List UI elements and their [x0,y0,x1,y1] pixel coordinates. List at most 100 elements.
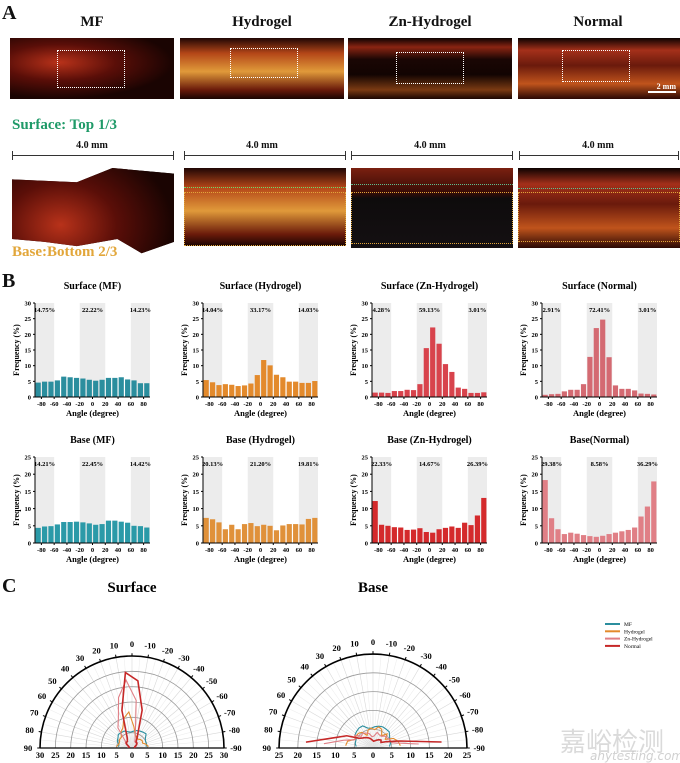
x-tick-label: 40 [283,401,290,408]
angle-tick-label: -50 [206,676,217,686]
x-tick-label: -40 [570,401,579,408]
radial-gridline [284,715,374,749]
micrograph-mf-overview [10,38,174,99]
y-tick-label: 15 [362,489,369,496]
region-percent-label: 2.91% [543,307,561,314]
region-percent-label: 14.04% [202,307,223,314]
region-percent-label: 29.38% [541,461,562,468]
x-tick-label: -20 [582,547,591,554]
x-tick-label: -40 [63,547,72,554]
radius-tick-label: 15 [174,750,183,760]
column-title-hydrogel: Hydrogel [232,14,292,30]
histogram-bar [612,532,619,543]
radial-gridline [372,723,464,749]
x-tick-label: 0 [598,547,601,554]
histogram-bar [555,393,561,397]
histogram-bar [93,524,99,543]
histogram-bar [561,391,567,397]
x-tick-label: 0 [259,547,262,554]
histogram-bar [417,528,423,543]
angle-tick [444,685,448,688]
histogram-title: Base (Zn-Hydrogel) [387,435,472,446]
width-arrow [184,151,346,160]
histogram-bar [606,357,612,397]
histogram-bar [468,525,474,543]
histogram-bar [229,524,235,543]
y-tick-label: 0 [535,395,538,402]
region-percent-label: 36.29% [637,461,658,468]
histogram-bar [638,516,644,543]
y-tick-label: 5 [196,523,200,530]
histogram-bar [105,520,112,543]
y-tick-label: 5 [28,379,32,386]
angle-tick-label: -20 [404,643,415,653]
angle-tick-label: 40 [300,662,309,672]
histogram-bar [125,379,131,397]
y-tick-label: 20 [25,472,32,479]
histogram-1 [201,302,318,399]
histogram-bar [481,392,487,397]
x-tick-label: -40 [400,547,409,554]
histogram-bar [455,387,461,397]
scale-bar [648,91,676,93]
histogram-bar [632,390,638,397]
shaded-region [637,303,657,397]
shaded-region [130,303,150,397]
histogram-bar [99,524,105,543]
shaded-region [372,303,392,397]
histogram-bar [67,522,73,543]
angle-tick-label: -60 [459,690,470,700]
histogram-bar [222,384,228,397]
histogram-bar [86,379,92,397]
x-tick-label: -80 [374,547,383,554]
x-tick-label: 0 [428,401,431,408]
x-tick-label: 40 [115,547,122,554]
histogram-bar [235,529,241,543]
histogram-bar [468,392,474,397]
y-tick-label: 0 [365,395,368,402]
region-percent-label: 19.81% [298,461,319,468]
radius-tick-label: 10 [331,750,340,760]
shaded-region [35,457,55,543]
histogram-bar [378,524,385,543]
angle-tick [454,699,458,702]
histogram-bar [410,390,417,397]
micrograph-zn-hydrogel-section [351,168,513,248]
x-tick-label: 40 [115,401,122,408]
histogram-bar [555,529,561,543]
y-tick-label: 10 [193,363,200,370]
angle-tick-label: -10 [386,638,397,648]
y-tick-label: 20 [362,332,369,339]
polar-title: Surface [107,580,156,596]
region-percent-label: 4.28% [373,307,391,314]
histogram-bar [398,391,404,397]
angle-tick [288,699,292,702]
histogram-bar [273,530,280,543]
y-tick-label: 25 [532,455,539,462]
radius-tick-label: 20 [189,750,198,760]
angle-tick-label: 60 [38,691,47,701]
histogram-bar [430,532,436,543]
angle-tick-label: -60 [216,691,227,701]
x-tick-label: -20 [75,547,84,554]
x-tick-label: 60 [296,401,303,408]
histogram-bar [293,524,299,543]
histogram-bar [574,533,580,543]
y-axis-label: Frequency (%) [12,324,21,376]
region-percent-label: 14.21% [34,461,55,468]
polar-series-line [345,726,401,746]
radial-gridline [282,723,374,749]
histogram-bar [644,393,651,397]
x-tick-label: 60 [128,401,135,408]
x-tick-label: 0 [428,547,431,554]
region-percent-label: 3.01% [468,307,486,314]
histogram-bar [61,522,67,543]
y-tick-label: 20 [532,332,539,339]
angle-tick-label: 10 [110,641,119,651]
histogram-bar [561,534,567,543]
histogram-bar [372,392,378,397]
histogram-bar [241,524,248,543]
histogram-bar [99,379,105,397]
radial-gridline [306,681,374,749]
